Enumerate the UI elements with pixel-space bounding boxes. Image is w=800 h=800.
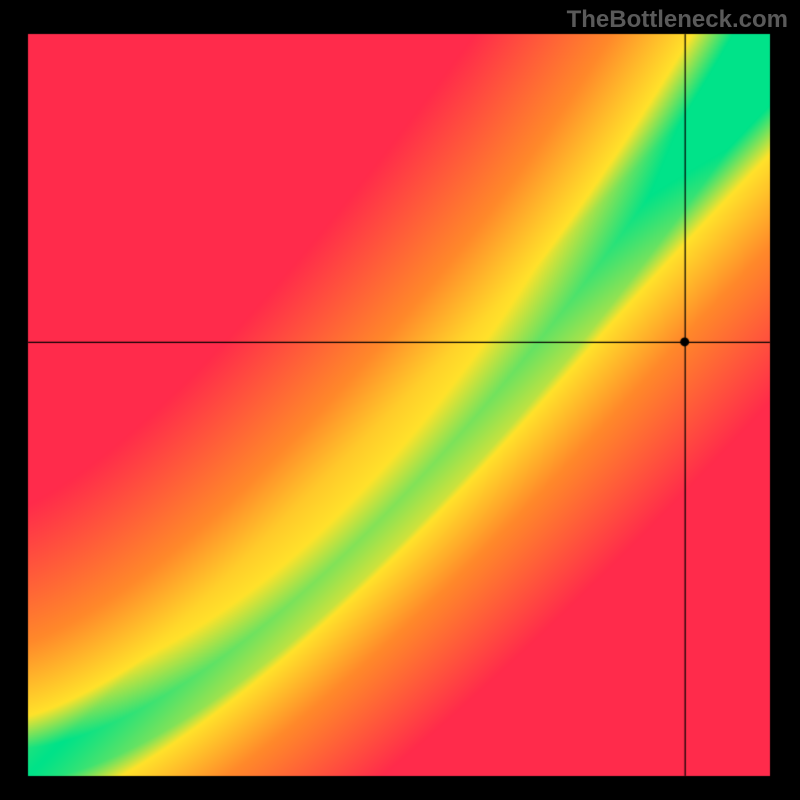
crosshair-overlay [0,0,800,800]
watermark-text: TheBottleneck.com [567,6,788,34]
